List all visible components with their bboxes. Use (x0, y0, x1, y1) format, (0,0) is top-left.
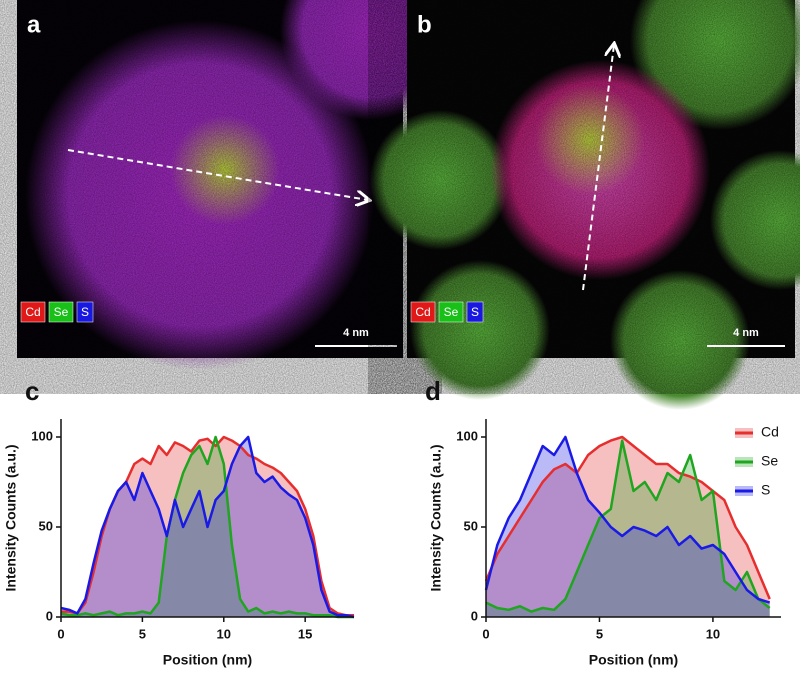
element-key (20, 301, 46, 323)
x-tick-label: 10 (217, 626, 231, 641)
panel-label: c (25, 376, 39, 406)
element-key-label: S (81, 305, 89, 319)
element-key-label: Cd (25, 305, 40, 319)
line (485, 439, 771, 613)
scale-bar-label: 4 nm (343, 327, 369, 339)
line (60, 435, 354, 619)
chart: 0 50 100 0 5 10 Position (nm) Intensity Counts … (425, 376, 781, 668)
area (486, 437, 770, 617)
panel-a-image (17, 0, 460, 370)
area (486, 440, 770, 617)
element-key-label: Se (54, 305, 69, 319)
y-tick-label: 100 (456, 428, 478, 443)
x-tick-label: 10 (706, 626, 720, 641)
x-axis-label: Position (nm) (589, 652, 678, 668)
x-tick-label: 5 (139, 626, 146, 641)
element-key (410, 301, 436, 323)
x-tick-label: 15 (298, 626, 312, 641)
chart: 0 50 100 0 5 10 15 Position (nm) Intensity Count… (3, 376, 355, 668)
legend-label: Cd (761, 424, 779, 440)
element-key (438, 301, 464, 323)
scale-bar-label: 4 nm (733, 327, 759, 339)
x-tick-label: 5 (596, 626, 603, 641)
element-key-label: Cd (415, 305, 430, 319)
panel-label: a (27, 11, 41, 38)
line (60, 435, 355, 619)
legend-label: S (761, 482, 770, 498)
element-key-label: Se (444, 305, 459, 319)
element-key (466, 301, 484, 323)
legend-label: Se (761, 453, 778, 469)
panel-label: b (417, 11, 432, 38)
element-key (48, 301, 74, 323)
x-tick-label: 0 (57, 626, 64, 641)
y-axis-label: Intensity Counts (a.u.) (428, 445, 444, 592)
x-tick-label: 0 (482, 626, 489, 641)
y-axis-label: Intensity Counts (a.u.) (3, 445, 19, 592)
y-tick-label: 100 (31, 428, 53, 443)
line (484, 435, 771, 604)
y-tick-label: 0 (46, 608, 53, 623)
y-tick-label: 50 (464, 518, 478, 533)
element-key (76, 301, 94, 323)
panel-label: d (425, 376, 441, 406)
y-tick-label: 0 (471, 608, 478, 623)
x-axis-label: Position (nm) (163, 652, 252, 668)
element-key-label: S (471, 305, 479, 319)
y-tick-label: 50 (39, 518, 53, 533)
panel-b-image (370, 0, 800, 410)
line (484, 435, 771, 600)
